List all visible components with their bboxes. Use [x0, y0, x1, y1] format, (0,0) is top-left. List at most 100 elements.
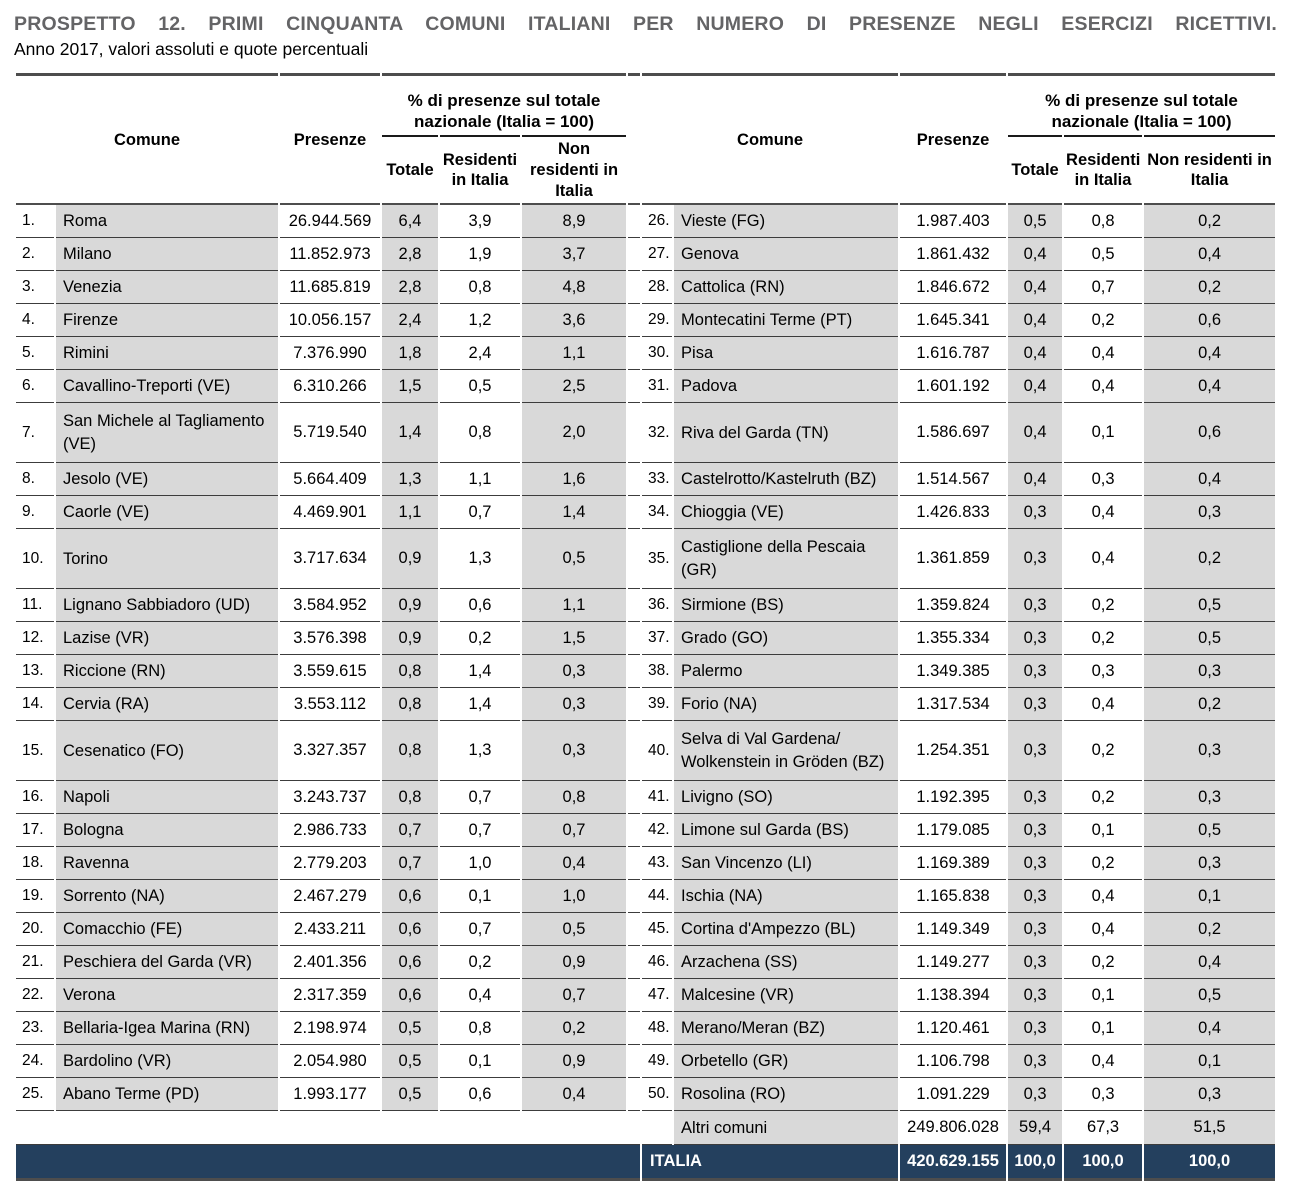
residenti-pct-cell: 0,6 — [440, 1078, 520, 1112]
totale-pct-cell: 0,3 — [1008, 1045, 1063, 1079]
column-gap — [628, 529, 641, 590]
column-gap — [628, 271, 641, 305]
comune-cell: Abano Terme (PD) — [56, 1078, 278, 1112]
non-residenti-pct-cell: 0,3 — [1144, 496, 1276, 530]
col-header-residenti-left: Residenti in Italia — [440, 135, 520, 206]
residenti-pct-cell: 0,1 — [440, 1045, 520, 1079]
rank-cell: 39. — [642, 688, 673, 722]
italia-total-row: ITALIA 420.629.155 100,0 100,0 100,0 — [16, 1145, 1276, 1182]
totale-pct-cell: 0,4 — [1008, 463, 1063, 497]
header-row-2: Totale Residenti in Italia Non residenti… — [16, 135, 1276, 206]
column-gap — [628, 688, 641, 722]
totale-pct-cell: 0,6 — [382, 946, 438, 980]
rank-cell: 19. — [16, 880, 54, 914]
residenti-pct-cell: 0,2 — [1064, 847, 1143, 881]
presenze-cell: 1.359.824 — [900, 589, 1007, 623]
rank-cell: 2. — [16, 238, 54, 272]
totale-pct-cell: 0,6 — [382, 979, 438, 1013]
presenze-cell: 3.243.737 — [280, 781, 380, 815]
presenze-cell: 1.645.341 — [900, 304, 1007, 338]
column-gap — [628, 1045, 641, 1079]
non-residenti-pct-cell: 0,6 — [1144, 304, 1276, 338]
table-row: 6. Cavallino-Treporti (VE) 6.310.266 1,5 0,5… — [16, 370, 1276, 404]
comune-cell: Chioggia (VE) — [674, 496, 899, 530]
totale-pct-cell: 0,3 — [1008, 814, 1063, 848]
non-residenti-pct-cell: 0,4 — [1144, 337, 1276, 371]
presenze-cell: 2.054.980 — [280, 1045, 380, 1079]
non-residenti-pct-cell: 3,7 — [522, 238, 627, 272]
presenze-cell: 2.986.733 — [280, 814, 380, 848]
comune-cell: Malcesine (VR) — [674, 979, 899, 1013]
totale-pct-cell: 1,4 — [382, 403, 438, 464]
residenti-pct-cell: 0,8 — [440, 271, 520, 305]
comune-cell: Arzachena (SS) — [674, 946, 899, 980]
table-row: 4. Firenze 10.056.157 2,4 1,2 3,6 29. Montecati… — [16, 304, 1276, 338]
comune-cell: Cattolica (RN) — [674, 271, 899, 305]
col-header-non-residenti-left: Non residenti in Italia — [522, 135, 627, 206]
totale-pct-cell: 0,5 — [382, 1012, 438, 1046]
column-gap — [628, 781, 641, 815]
totale-pct-cell: 0,7 — [382, 847, 438, 881]
non-residenti-pct-cell: 0,2 — [1144, 205, 1276, 239]
non-residenti-pct-cell: 0,2 — [1144, 913, 1276, 947]
non-residenti-pct-cell: 0,4 — [1144, 1012, 1276, 1046]
rank-cell: 10. — [16, 529, 54, 590]
presenze-cell: 10.056.157 — [280, 304, 380, 338]
comune-cell: Milano — [56, 238, 278, 272]
altri-comuni-row: Altri comuni 249.806.028 59,4 67,3 51,5 — [16, 1111, 1276, 1146]
table-row: 11. Lignano Sabbiadoro (UD) 3.584.952 0,9 0,… — [16, 589, 1276, 623]
table-row: 14. Cervia (RA) 3.553.112 0,8 1,4 0,3 39. Forio… — [16, 688, 1276, 722]
rank-cell: 27. — [642, 238, 673, 272]
non-residenti-pct-cell: 1,6 — [522, 463, 627, 497]
totale-pct-cell: 6,4 — [382, 205, 438, 239]
residenti-pct-cell: 0,5 — [440, 370, 520, 404]
comune-cell: Lignano Sabbiadoro (UD) — [56, 589, 278, 623]
comune-cell: Napoli — [56, 781, 278, 815]
presenze-cell: 1.514.567 — [900, 463, 1007, 497]
presenze-cell: 1.861.432 — [900, 238, 1007, 272]
rank-cell: 26. — [642, 205, 673, 239]
non-residenti-pct-cell: 0,5 — [1144, 814, 1276, 848]
table-row: 3. Venezia 11.685.819 2,8 0,8 4,8 28. Cattolica… — [16, 271, 1276, 305]
residenti-pct-cell: 0,4 — [1064, 1045, 1143, 1079]
totale-pct-cell: 2,8 — [382, 238, 438, 272]
residenti-pct-cell: 2,4 — [440, 337, 520, 371]
residenti-pct-cell: 0,4 — [1064, 880, 1143, 914]
comune-cell: Lazise (VR) — [56, 622, 278, 656]
non-residenti-pct-cell: 8,9 — [522, 205, 627, 239]
presenze-cell: 1.091.229 — [900, 1078, 1007, 1112]
presenze-cell: 5.719.540 — [280, 403, 380, 464]
col-header-totale-left: Totale — [382, 135, 438, 206]
residenti-pct-cell: 0,7 — [440, 781, 520, 815]
non-residenti-pct-cell: 2,5 — [522, 370, 627, 404]
residenti-pct-cell: 0,4 — [1064, 913, 1143, 947]
presenze-cell: 1.601.192 — [900, 370, 1007, 404]
column-gap — [628, 946, 641, 980]
header-row-1: Comune Presenze % di presenze sul totale… — [16, 73, 1276, 206]
column-gap — [628, 814, 641, 848]
column-gap — [628, 1012, 641, 1046]
non-residenti-pct-cell: 0,5 — [1144, 589, 1276, 623]
rank-cell: 14. — [16, 688, 54, 722]
residenti-pct-cell: 0,2 — [1064, 721, 1143, 782]
rank-cell: 29. — [642, 304, 673, 338]
presenze-cell: 3.584.952 — [280, 589, 380, 623]
rank-cell: 13. — [16, 655, 54, 689]
comune-cell: Verona — [56, 979, 278, 1013]
non-residenti-pct-cell: 0,2 — [1144, 529, 1276, 590]
residenti-pct-cell: 0,2 — [440, 622, 520, 656]
presenze-cell: 4.469.901 — [280, 496, 380, 530]
presenze-cell: 1.254.351 — [900, 721, 1007, 782]
rank-cell: 37. — [642, 622, 673, 656]
presenze-cell: 7.376.990 — [280, 337, 380, 371]
non-residenti-pct-cell: 0,7 — [522, 979, 627, 1013]
non-residenti-pct-cell: 0,9 — [522, 1045, 627, 1079]
table-row: 19. Sorrento (NA) 2.467.279 0,6 0,1 1,0 44. Isc… — [16, 880, 1276, 914]
table-row: 13. Riccione (RN) 3.559.615 0,8 1,4 0,3 38. Pal… — [16, 655, 1276, 689]
table-row: 5. Rimini 7.376.990 1,8 2,4 1,1 30. Pisa 1.616.7… — [16, 337, 1276, 371]
table-row: 16. Napoli 3.243.737 0,8 0,7 0,8 41. Livigno (S… — [16, 781, 1276, 815]
rank-cell: 32. — [642, 403, 673, 464]
non-residenti-pct-cell: 0,4 — [1144, 463, 1276, 497]
totale-pct-cell: 0,4 — [1008, 337, 1063, 371]
